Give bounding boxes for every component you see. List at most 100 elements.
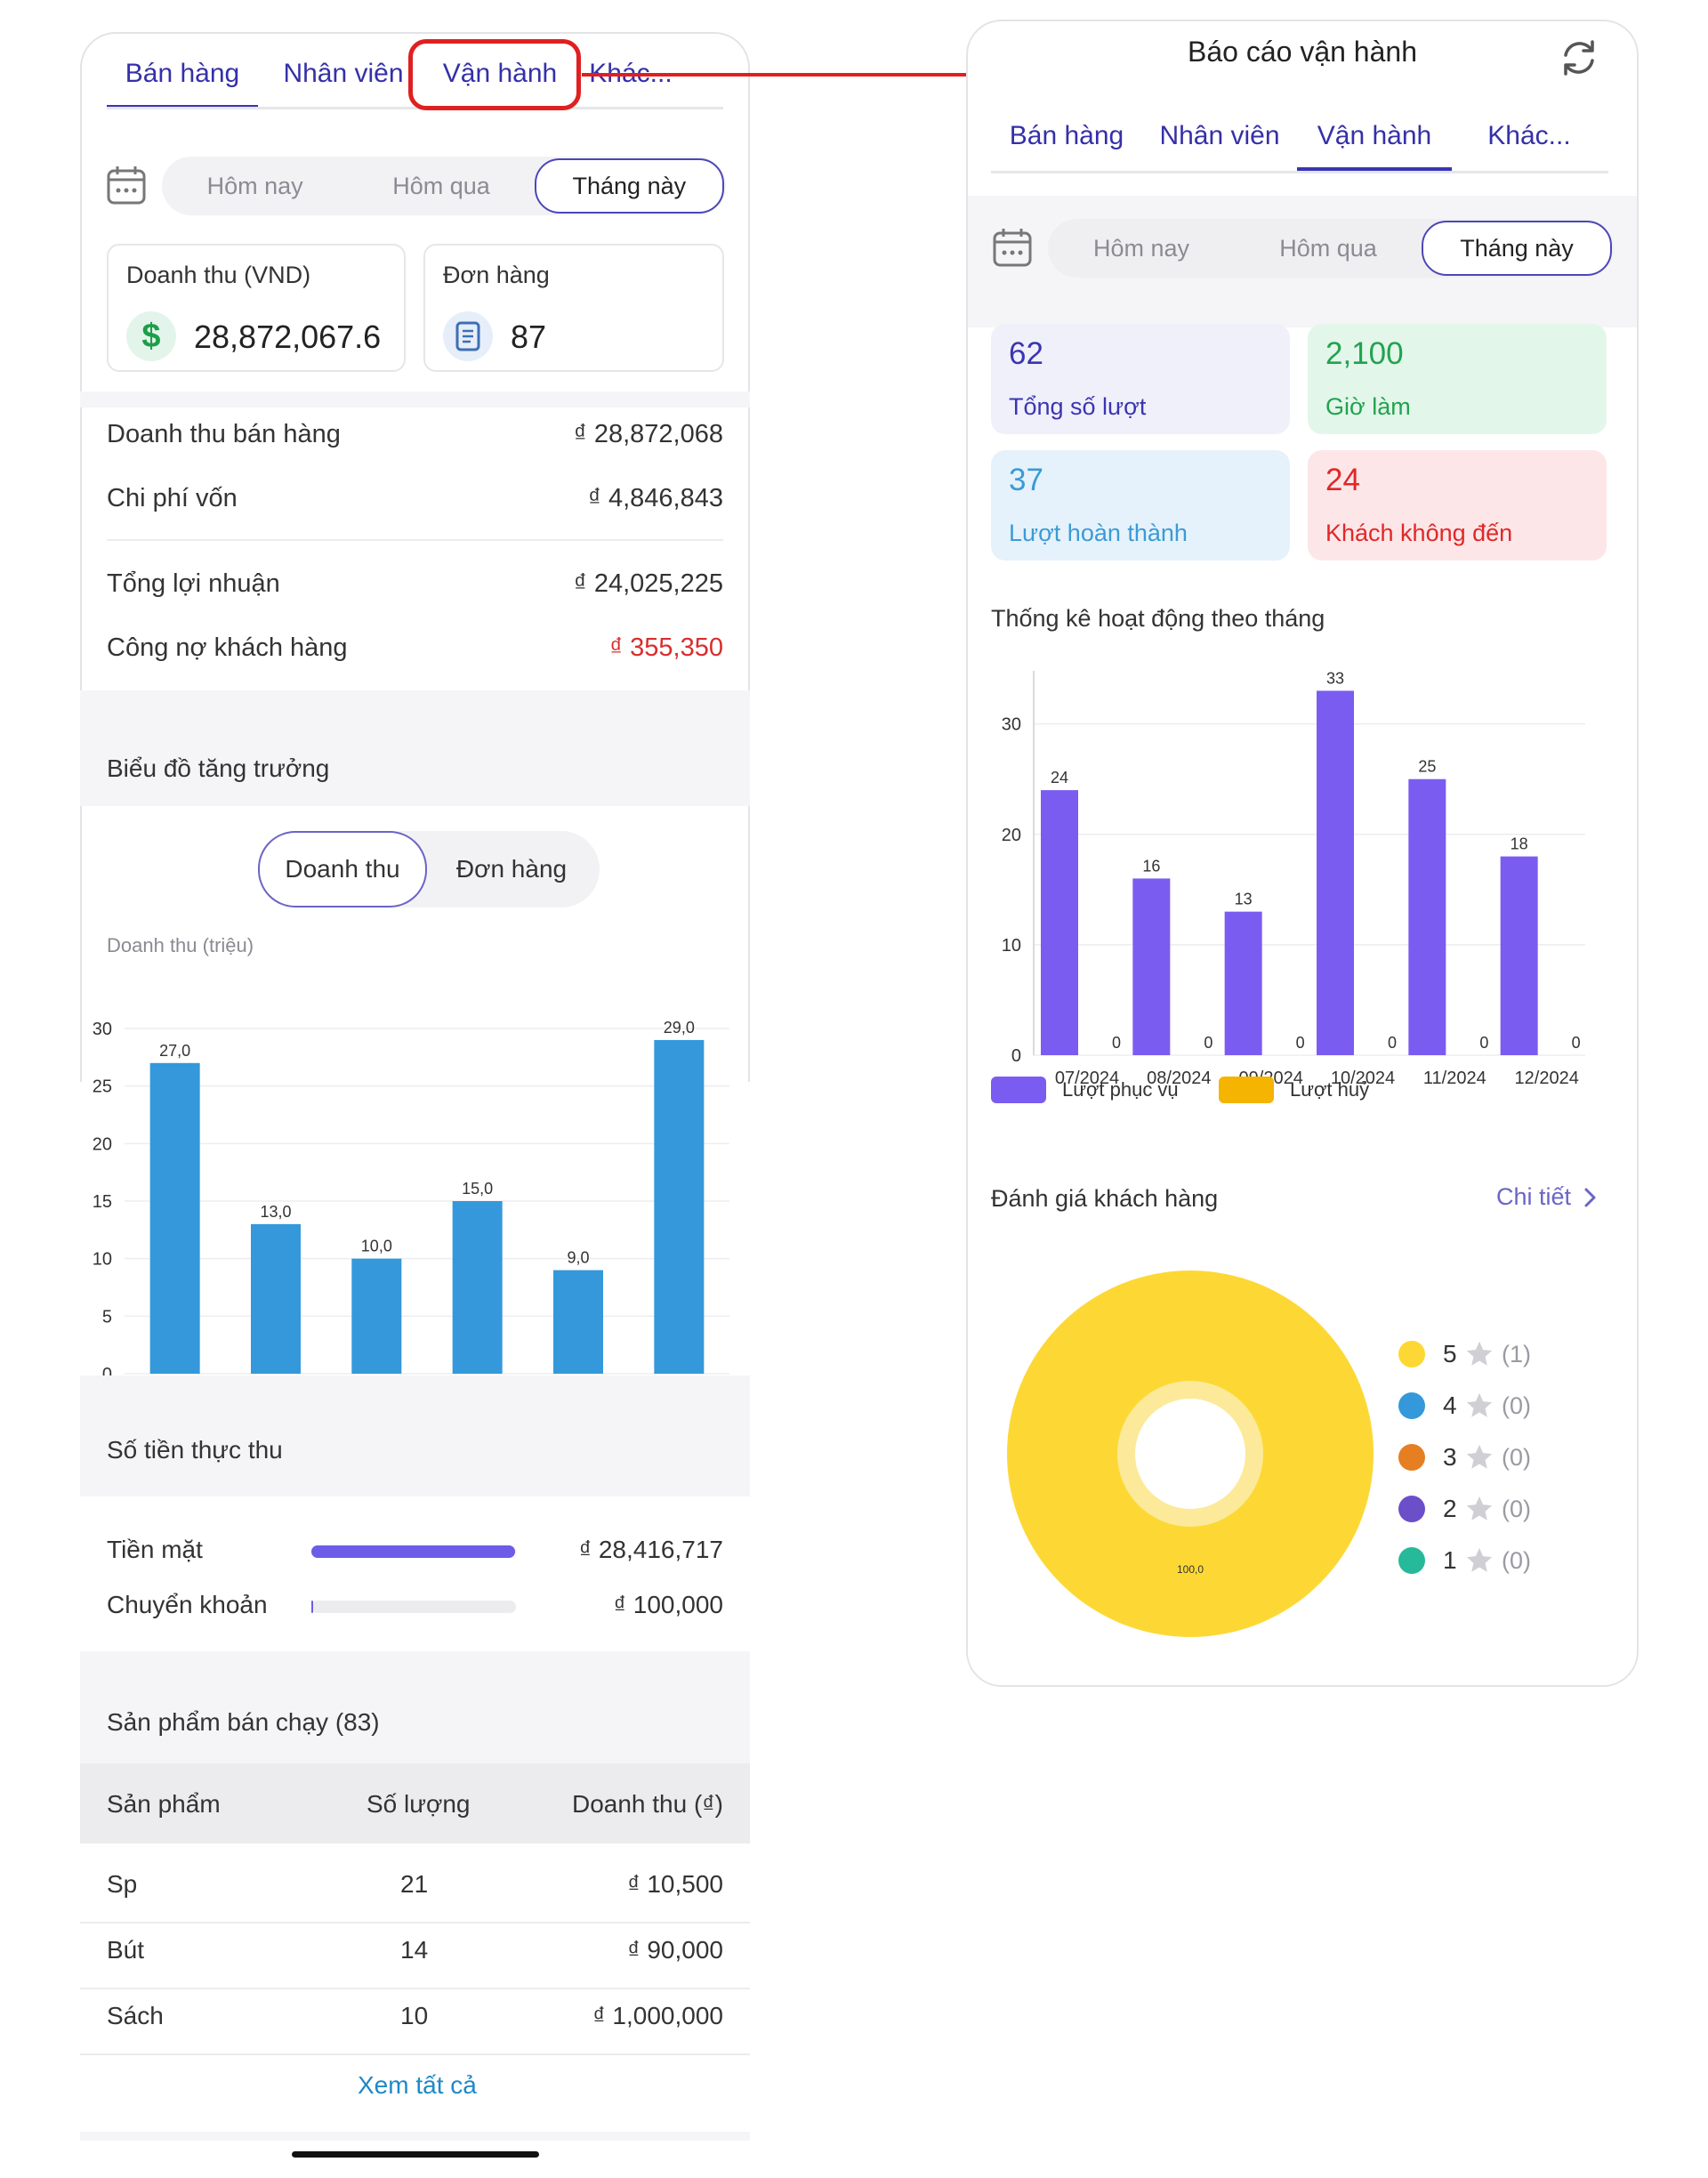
- filter-this-month[interactable]: Tháng này: [534, 158, 724, 214]
- toggle-revenue[interactable]: Doanh thu: [258, 831, 427, 908]
- served-bar[interactable]: [1500, 856, 1538, 1055]
- served-bar[interactable]: [1224, 911, 1262, 1055]
- rating-legend-item[interactable]: 1 (0): [1398, 1543, 1531, 1578]
- tab-operations[interactable]: Vận hành: [442, 59, 558, 88]
- tab-staff[interactable]: Nhân viên: [1159, 121, 1280, 150]
- filter-today[interactable]: Hôm nay: [1092, 234, 1190, 262]
- filter-yesterday[interactable]: Hôm qua: [392, 172, 490, 199]
- table-header: Sản phẩm Số lượng Doanh thu (₫): [80, 1763, 750, 1843]
- stat-label: Tổng số lượt: [1009, 393, 1147, 420]
- revenue-bar[interactable]: [351, 1258, 402, 1374]
- filter-this-month[interactable]: Tháng này: [1422, 221, 1612, 276]
- rating-color-dot: [1398, 1444, 1425, 1471]
- revenue-bar[interactable]: [452, 1201, 503, 1374]
- rating-legend-item[interactable]: 3 (0): [1398, 1440, 1531, 1475]
- served-bar[interactable]: [1317, 690, 1354, 1055]
- product-revenue: ₫ 1,000,000: [592, 2002, 723, 2029]
- revenue-card[interactable]: Doanh thu (VND) $ 28,872,067.6: [107, 244, 406, 372]
- summary-row: Tổng lợi nhuận ₫ 24,025,225: [107, 569, 723, 599]
- stat-label: Lượt hoàn thành: [1009, 520, 1188, 546]
- bar-value-label: 0: [1388, 1034, 1397, 1052]
- revenue-card-label: Doanh thu (VND): [126, 262, 311, 288]
- section-header-bg: [80, 690, 750, 806]
- bar-value-label: 24: [1051, 769, 1068, 786]
- revenue-bar[interactable]: [553, 1270, 603, 1374]
- bestseller-title: Sản phẩm bán chạy (83): [107, 1708, 380, 1736]
- star-icon: [1466, 1341, 1493, 1366]
- product-qty: 14: [400, 1936, 429, 1964]
- rating-count: (0): [1502, 1443, 1531, 1471]
- legend-swatch-served: [991, 1077, 1046, 1103]
- revenue-bar[interactable]: [251, 1223, 301, 1374]
- stat-no-show[interactable]: 24 Khách không đến: [1308, 450, 1607, 561]
- summary-value: ₫ 24,025,225: [573, 569, 723, 598]
- date-filter: Hôm nay Hôm qua Tháng này: [162, 157, 726, 215]
- row-divider: [80, 1922, 750, 1924]
- star-icon: [1466, 1444, 1493, 1469]
- stat-value: 24: [1325, 463, 1360, 497]
- orders-card[interactable]: Đơn hàng 87: [423, 244, 724, 372]
- rating-legend-item[interactable]: 2 (0): [1398, 1491, 1531, 1527]
- bar-value-label: 27,0: [159, 1042, 190, 1060]
- orders-card-label: Đơn hàng: [443, 262, 550, 288]
- bar-value-label: 33: [1326, 669, 1344, 687]
- served-bar[interactable]: [1132, 878, 1171, 1055]
- x-tick-label: 10/2024: [1331, 1069, 1395, 1088]
- orders-value: 87: [511, 319, 547, 355]
- rating-color-dot: [1398, 1547, 1425, 1574]
- summary-label: Chi phí vốn: [107, 484, 238, 512]
- tab-sales[interactable]: Bán hàng: [1009, 121, 1124, 150]
- summary-row: Doanh thu bán hàng ₫ 28,872,068: [107, 420, 723, 449]
- rating-stars: 5: [1443, 1340, 1457, 1367]
- phone-frame: [80, 32, 750, 1082]
- stat-value: 62: [1009, 336, 1043, 371]
- summary-row: Công nợ khách hàng ₫ 355,350: [107, 633, 723, 663]
- rating-count: (1): [1502, 1340, 1531, 1367]
- legend-label: Lượt phục vụ: [1062, 1078, 1179, 1101]
- col-revenue: Doanh thu (₫): [571, 1790, 723, 1818]
- filter-yesterday[interactable]: Hôm qua: [1279, 234, 1377, 262]
- tab-operations[interactable]: Vận hành: [1297, 121, 1452, 171]
- stat-label: Khách không đến: [1325, 520, 1513, 546]
- tab-divider: [107, 107, 723, 109]
- product-name: Sách: [107, 2002, 164, 2029]
- revenue-bar[interactable]: [149, 1062, 200, 1374]
- x-tick-label: 11/2024: [1423, 1069, 1486, 1088]
- growth-chart-title: Biểu đồ tăng trưởng: [107, 754, 330, 782]
- rating-stars: 4: [1443, 1392, 1457, 1419]
- rating-legend-item[interactable]: 4 (0): [1398, 1388, 1531, 1424]
- bar-value-label: 13,0: [260, 1203, 291, 1221]
- stat-completed[interactable]: 37 Lượt hoàn thành: [991, 450, 1290, 561]
- home-indicator[interactable]: [292, 2151, 539, 2158]
- revenue-bar[interactable]: [654, 1039, 705, 1374]
- product-revenue: ₫ 10,500: [627, 1870, 723, 1898]
- rating-donut-chart: 100,0: [1007, 1270, 1374, 1637]
- product-revenue: ₫ 90,000: [627, 1936, 723, 1964]
- y-tick-label: 30: [93, 1020, 112, 1039]
- date-filter: Hôm nay Hôm qua Tháng này: [1048, 219, 1614, 278]
- stat-work-hours[interactable]: 2,100 Giờ làm: [1308, 324, 1607, 434]
- calendar-icon[interactable]: [991, 226, 1034, 269]
- served-bar[interactable]: [1408, 778, 1446, 1055]
- summary-row: Chi phí vốn ₫ 4,846,843: [107, 484, 723, 513]
- see-all-link[interactable]: Xem tất cả: [358, 2071, 477, 2099]
- rating-legend-item[interactable]: 5 (1): [1398, 1336, 1531, 1372]
- toggle-orders[interactable]: Đơn hàng: [455, 855, 568, 883]
- stat-total-visits[interactable]: 62 Tổng số lượt: [991, 324, 1290, 434]
- filter-today[interactable]: Hôm nay: [206, 172, 303, 199]
- calendar-icon[interactable]: [105, 164, 148, 206]
- tab-divider: [991, 171, 1608, 173]
- rating-count: (0): [1502, 1546, 1531, 1574]
- rating-color-dot: [1398, 1341, 1425, 1367]
- stat-value: 2,100: [1325, 336, 1404, 371]
- served-bar[interactable]: [1041, 790, 1078, 1055]
- product-name: Sp: [107, 1870, 138, 1898]
- tab-staff[interactable]: Nhân viên: [283, 59, 404, 88]
- product-name: Bút: [107, 1936, 145, 1964]
- rating-detail-link[interactable]: Chi tiết: [1496, 1183, 1601, 1211]
- summary-value: ₫ 28,872,068: [573, 420, 723, 448]
- activity-bar-chart: 010203024007/202416008/202413009/2024330…: [991, 669, 1585, 1103]
- bar-value-label: 15,0: [462, 1180, 493, 1198]
- tab-other[interactable]: Khác...: [1487, 121, 1571, 150]
- refresh-icon[interactable]: [1557, 36, 1601, 80]
